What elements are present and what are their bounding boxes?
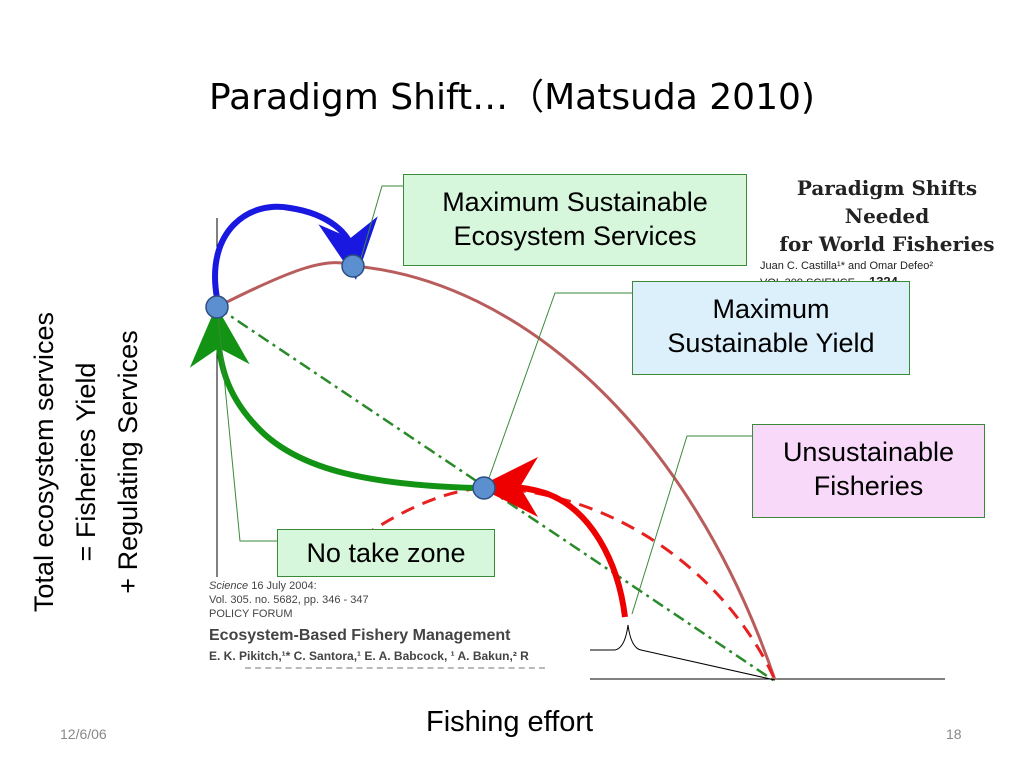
y-label-line1: Total ecosystem services [29, 311, 59, 613]
reference-clipping-2004: Science 16 July 2004: Vol. 305. no. 5682… [205, 577, 590, 685]
callout-line-mses [360, 185, 403, 259]
point-mses [341, 254, 365, 278]
label-unsustainable-fisheries: Unsustainable Fisheries [752, 424, 985, 518]
y-label-line2: = Fisheries Yield [71, 362, 101, 562]
point-msy [472, 476, 496, 500]
mses-line2: Ecosystem Services [453, 221, 697, 251]
footer-date: 12/6/06 [60, 726, 107, 742]
ref2004-authors: E. K. Pikitch,¹* C. Santora,¹ E. A. Babc… [209, 649, 529, 663]
ref2004-section: POLICY FORUM [209, 608, 293, 620]
x-axis-label: Fishing effort [426, 706, 594, 738]
ref2010-heading-2: for World Fisheries [779, 232, 995, 256]
msy-line2: Sustainable Yield [667, 328, 875, 358]
ref2004-cut-edge [245, 667, 545, 677]
callout-line-unsus [631, 435, 752, 615]
ref2004-heading: Ecosystem-Based Fishery Management [209, 627, 511, 644]
page-title: Paradigm Shift…（Matsuda 2010) [209, 77, 815, 118]
ref2004-journal: Science [209, 580, 249, 592]
shift-arrow-red [478, 457, 628, 618]
shift-arrow-blue [212, 203, 378, 299]
brace [590, 624, 776, 681]
callout-line-msy [488, 292, 632, 479]
msy-line1: Maximum [712, 294, 830, 324]
ntz-text: No take zone [306, 538, 466, 568]
footer-page-number: 18 [946, 726, 962, 742]
y-axis-label: Total ecosystem services = Fisheries Yie… [23, 232, 173, 692]
y-label-line3: + Regulating Services [113, 330, 143, 594]
total-services-curve [216, 260, 777, 681]
ref2010-heading-1: Paradigm Shifts Needed [796, 176, 978, 228]
label-no-take-zone: No take zone [277, 529, 495, 577]
ref2004-vol: Vol. 305. no. 5682, pp. 346 - 347 [209, 594, 369, 606]
shift-arrow-green [189, 306, 477, 491]
unsus-line2: Fisheries [813, 471, 924, 501]
unsus-line1: Unsustainable [782, 437, 955, 467]
mses-line1: Maximum Sustainable [442, 187, 708, 217]
label-max-sustainable-yield: Maximum Sustainable Yield [632, 281, 910, 375]
point-no-take [205, 295, 229, 319]
reference-clipping-2010: Paradigm Shifts Needed for World Fisheri… [756, 174, 1018, 289]
callout-line-ntz [217, 313, 277, 542]
label-max-sustainable-ecosystem-services: Maximum Sustainable Ecosystem Services [403, 174, 747, 266]
ref2010-authors: Juan C. Castilla¹* and Omar Defeo² [760, 260, 934, 272]
ref2004-date: 16 July 2004: [251, 580, 317, 592]
